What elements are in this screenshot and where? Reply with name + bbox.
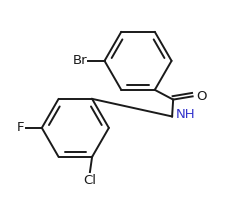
- Text: O: O: [196, 90, 207, 103]
- Text: F: F: [17, 121, 24, 134]
- Text: Cl: Cl: [83, 174, 96, 187]
- Text: NH: NH: [176, 108, 196, 121]
- Text: Br: Br: [73, 54, 87, 67]
